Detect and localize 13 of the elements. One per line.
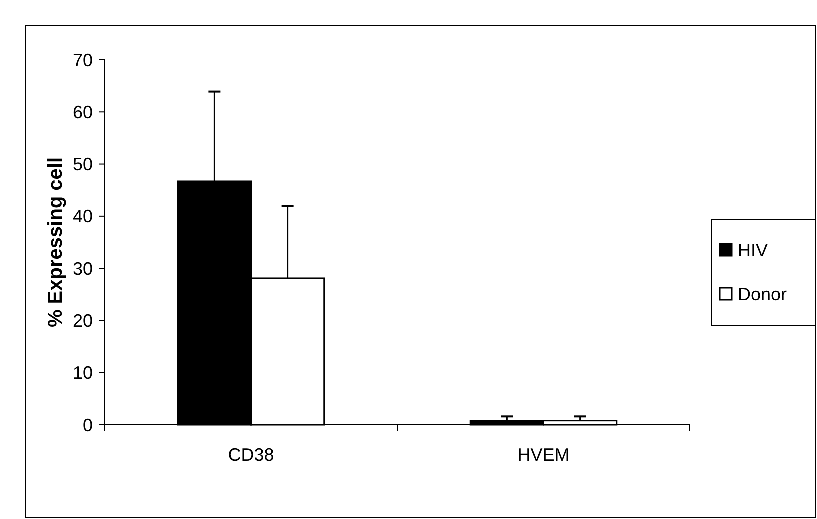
x-tick-label: CD38 <box>228 445 274 465</box>
y-tick-label: 40 <box>72 206 93 227</box>
legend-label: Donor <box>738 284 788 304</box>
y-tick-label: 20 <box>72 311 93 332</box>
y-tick-label: 30 <box>72 258 93 279</box>
y-tick-label: 50 <box>72 154 93 175</box>
y-tick-label: 0 <box>82 415 93 436</box>
y-tick-label: 10 <box>72 363 93 384</box>
y-tick-label: 60 <box>72 102 93 122</box>
y-tick-label: 70 <box>72 50 93 70</box>
y-axis-title: % Expressing cell <box>45 157 67 328</box>
legend-label: HIV <box>738 240 768 260</box>
x-tick-label: HVEM <box>518 445 570 465</box>
